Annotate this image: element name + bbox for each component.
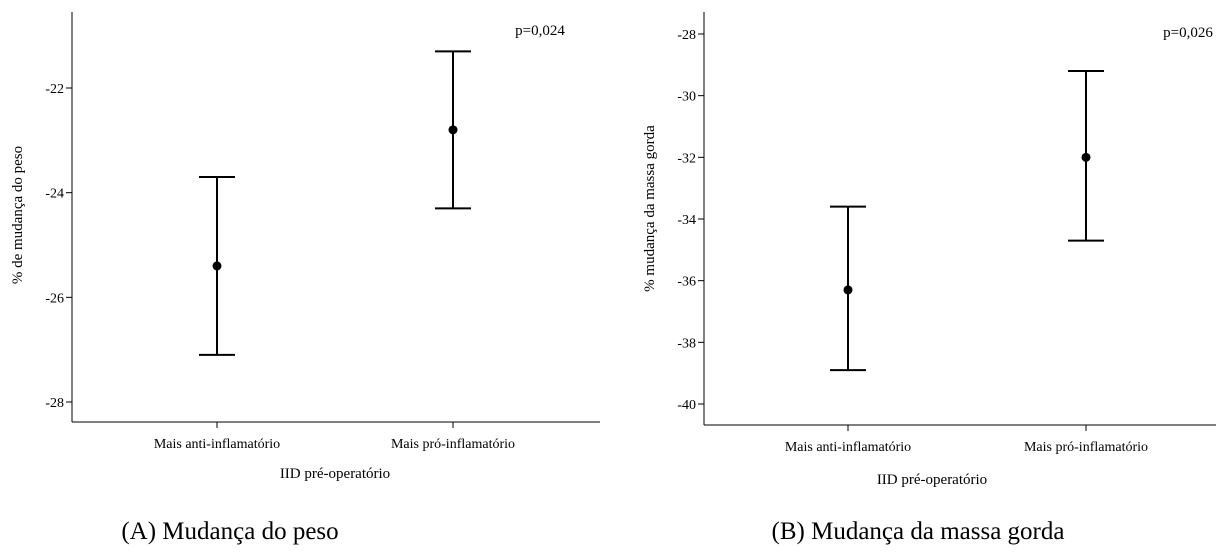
mean-point — [448, 125, 458, 135]
y-tick-label: -30 — [677, 90, 696, 105]
y-axis-title: % de mudança do peso — [10, 146, 26, 284]
p-value-annotation: p=0,024 — [515, 23, 565, 39]
y-tick-label: -28 — [45, 396, 64, 411]
y-tick-label: -28 — [677, 28, 696, 43]
y-axis-title: % mudança da massa gorda — [642, 125, 658, 292]
x-tick-label: Mais pró-inflamatório — [1024, 440, 1148, 455]
x-tick-label: Mais anti-inflamatório — [785, 440, 911, 455]
mean-point — [843, 285, 853, 295]
x-axis-title: IID pré-operatório — [280, 466, 390, 482]
x-axis-title: IID pré-operatório — [877, 472, 987, 488]
panel-caption: (A) Mudança do peso — [121, 518, 338, 545]
y-tick-label: -32 — [677, 151, 696, 166]
panel-caption: (B) Mudança da massa gorda — [772, 518, 1065, 545]
x-tick-label: Mais pró-inflamatório — [391, 437, 515, 452]
y-tick-label: -26 — [45, 291, 64, 306]
mean-point — [1081, 152, 1091, 162]
y-tick-label: -40 — [677, 398, 696, 413]
mean-point — [212, 261, 222, 271]
y-tick-label: -34 — [677, 213, 696, 228]
y-tick-label: -24 — [45, 187, 64, 202]
y-tick-label: -38 — [677, 336, 696, 351]
y-tick-label: -36 — [677, 275, 696, 290]
x-tick-label: Mais anti-inflamatório — [154, 437, 280, 452]
p-value-annotation: p=0,026 — [1163, 25, 1213, 41]
y-tick-label: -22 — [45, 82, 64, 97]
